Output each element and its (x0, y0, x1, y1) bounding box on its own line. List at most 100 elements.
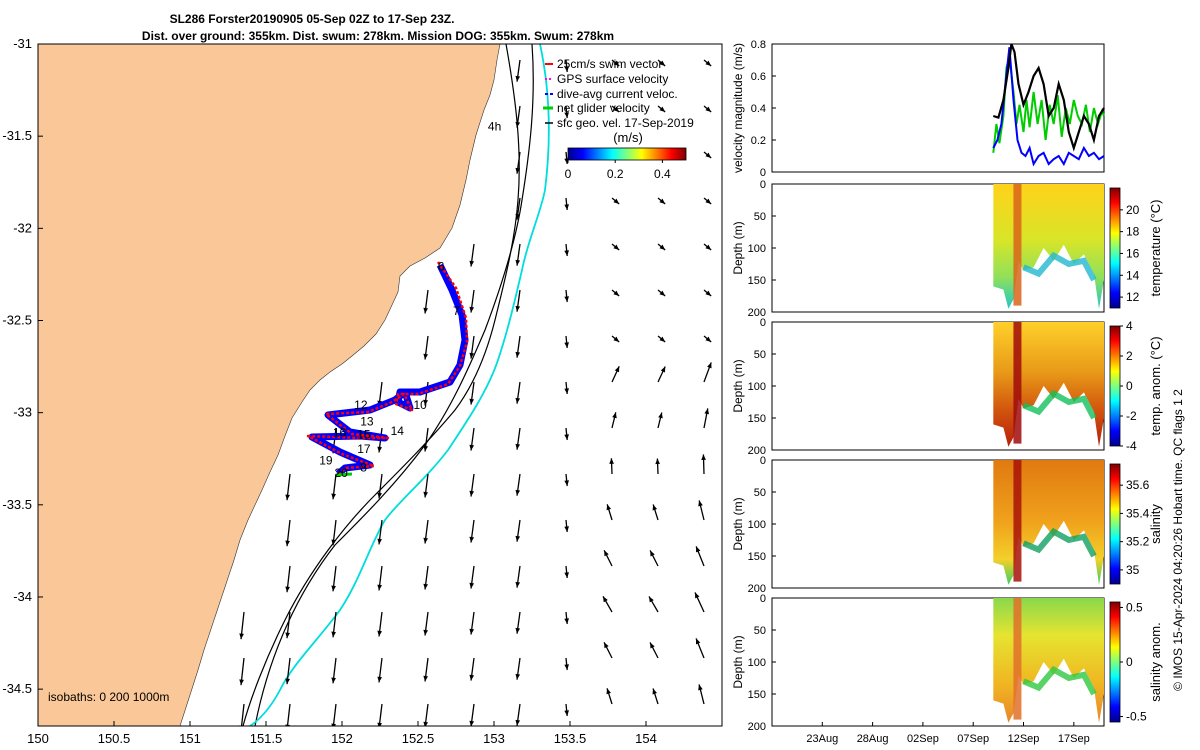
section-panel: 0 50 100 150 200 Depth (m) 35 35.2 35.4 35.6 salin… (731, 455, 1163, 595)
velocity-ylabel: velocity magnitude (m/s) (731, 43, 745, 173)
track-label: 14 (391, 424, 405, 438)
copyright-note: © IMOS 15-Apr-2024 04:20:26 Hobart time.… (1171, 389, 1185, 691)
velocity-arrowhead (707, 362, 712, 369)
map-y-axis: -31 -31.5 -32 -32.5 -33 -33.5 -34 -34.5 (2, 36, 43, 696)
section-colorbar (1109, 325, 1121, 447)
isobath-0m (242, 44, 520, 726)
map-xtick-label: 151.5 (250, 731, 283, 746)
legend-sfc-geo-vel: sfc geo. vel. 17-Sep-2019 (557, 116, 694, 130)
section-colorbar-tick-label: 35.4 (1126, 506, 1150, 520)
section-colorbar-tick-label: -0.5 (1126, 710, 1147, 724)
velocity-arrowhead (377, 722, 382, 726)
figure-title-line2: Dist. over ground: 355km. Dist. swum: 27… (142, 29, 614, 43)
velocity-ytick-label: 0 (760, 167, 766, 179)
velocity-arrowhead (564, 204, 569, 210)
map-ytick-label: -31.5 (2, 128, 32, 143)
section-ytick-label: 50 (754, 625, 766, 637)
section-eddy-band (1013, 322, 1022, 444)
velocity-arrowhead (564, 250, 569, 256)
velocity-arrowhead (564, 112, 569, 118)
section-ytick-label: 0 (760, 317, 766, 329)
section-panel: 0 50 100 150 200 Depth (m) -0.5 0 0.5 salinity an… (731, 593, 1163, 733)
velocity-arrowhead (377, 630, 382, 637)
velocity-arrowhead (331, 631, 336, 638)
section-panel: 0 50 100 150 200 Depth (m) 12 14 16 18 20 temperatu… (731, 179, 1163, 319)
velocity-arrowhead (469, 720, 475, 726)
section-ytick-label: 150 (748, 689, 766, 701)
map-colorbar-tick-label: 0.2 (607, 167, 624, 181)
section-colorbar-tick-label: 20 (1126, 203, 1140, 217)
velocity-arrowhead (658, 412, 663, 419)
velocity-arrowhead (695, 638, 701, 645)
velocity-arrowhead (331, 723, 336, 726)
velocity-arrowhead (606, 688, 611, 695)
section-ylabel: Depth (m) (731, 497, 745, 550)
velocity-arrowhead (285, 540, 290, 547)
velocity-arrowhead (659, 290, 666, 296)
velocity-arrowhead (469, 582, 475, 589)
velocity-ytick-label: 0.8 (751, 39, 766, 51)
velocity-arrowhead (331, 539, 336, 546)
land-mass (38, 44, 501, 726)
section-colorbar-label: salinity (1148, 504, 1163, 544)
velocity-arrowhead (469, 674, 475, 681)
section-ytick-label: 50 (754, 211, 766, 223)
track-label: 20 (334, 466, 348, 480)
velocity-arrowhead (423, 491, 429, 498)
map-ytick-label: -33.5 (2, 497, 32, 512)
section-ytick-label: 150 (748, 275, 766, 287)
velocity-arrowhead (659, 244, 666, 250)
velocity-arrowhead (285, 678, 290, 685)
velocity-arrowhead (515, 535, 521, 542)
velocity-ytick-label: 0.4 (751, 103, 766, 115)
legend-net-velocity: net glider velocity (557, 101, 650, 115)
velocity-arrowhead (423, 583, 429, 590)
velocity-arrowhead (331, 493, 336, 500)
section-colorbar-tick-label: 18 (1126, 225, 1140, 239)
velocity-arrowhead (604, 550, 609, 557)
velocity-arrowhead (652, 688, 657, 695)
section-ytick-label: 200 (748, 445, 766, 457)
velocity-arrowhead (705, 336, 712, 342)
isobath-1000m (249, 44, 550, 726)
map-xtick-label: 150.5 (98, 731, 131, 746)
velocity-arrowhead (698, 500, 703, 507)
section-eddy-band (1013, 598, 1022, 720)
section-ytick-label: 100 (748, 519, 766, 531)
velocity-arrowhead (613, 60, 620, 66)
section-ylabel: Depth (m) (731, 221, 745, 274)
map-colorbar-tick-label: 0.4 (654, 167, 671, 181)
velocity-arrowhead (609, 458, 614, 464)
velocity-arrowhead (660, 366, 666, 373)
velocity-arrowhead (659, 336, 666, 342)
map-ytick-label: -32.5 (2, 312, 32, 327)
legend-swim-vector: 25cm/s swim vector (557, 57, 662, 71)
velocity-arrowhead (285, 494, 290, 501)
map-xtick-label: 153 (483, 731, 505, 746)
gps-track (306, 261, 469, 475)
velocity-arrowhead (469, 444, 475, 451)
velocity-arrowhead (469, 628, 475, 635)
velocity-arrowhead (377, 676, 382, 683)
map-colorbar: (m/s) 0 0.2 0.4 (565, 130, 687, 181)
glider-track (306, 261, 469, 477)
time-tick-label: 17Sep (1058, 733, 1090, 745)
legend-gps-velocity: GPS surface velocity (557, 72, 668, 86)
time-tick-label: 12Sep (1008, 733, 1040, 745)
velocity-arrowhead (377, 446, 382, 453)
velocity-arrowhead (469, 260, 475, 267)
map-x-axis: 150 150.5 151 151.5 152 152.5 153 153.5 154 (27, 721, 657, 746)
map-ytick-label: -33 (13, 405, 32, 420)
velocity-arrowhead (705, 198, 712, 204)
velocity-arrowhead (469, 306, 475, 313)
velocity-arrowhead (655, 458, 660, 465)
section-ytick-label: 100 (748, 657, 766, 669)
velocity-arrowhead (564, 526, 569, 532)
time-tick-label: 28Aug (857, 733, 889, 745)
section-ytick-label: 100 (748, 243, 766, 255)
velocity-arrowhead (331, 677, 336, 684)
section-cold-layer (1022, 389, 1097, 420)
section-ytick-label: 50 (754, 487, 766, 499)
